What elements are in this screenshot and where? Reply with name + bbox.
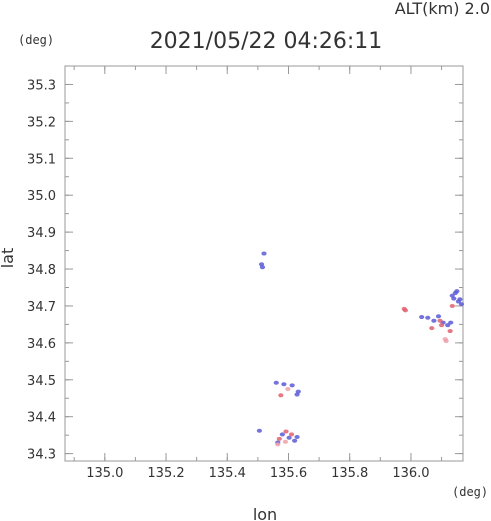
data-point xyxy=(261,251,267,256)
data-point xyxy=(402,308,409,313)
x-tick-label: 136.0 xyxy=(392,466,429,481)
y-axis-label: lat xyxy=(0,248,17,269)
y-tick-label: 35.3 xyxy=(27,78,56,93)
data-point xyxy=(419,315,425,320)
data-point xyxy=(278,393,284,398)
y-tick-label: 34.9 xyxy=(27,226,56,241)
x-tick-label: 135.0 xyxy=(86,466,123,481)
data-point xyxy=(454,289,460,294)
data-point xyxy=(457,297,463,302)
data-point xyxy=(279,432,285,437)
y-tick-label: 35.2 xyxy=(27,115,56,130)
x-tick-label: 135.4 xyxy=(209,466,246,481)
data-point xyxy=(294,435,300,440)
x-tick-label: 135.8 xyxy=(331,466,368,481)
data-point xyxy=(276,436,282,441)
data-point xyxy=(435,314,442,319)
data-point xyxy=(285,387,291,392)
x-axis-ticks: 135.0 135.2 135.4 135.6 135.8 136.0 xyxy=(73,66,443,481)
y-tick-label: 34.8 xyxy=(27,263,56,278)
y-tick-label: 34.4 xyxy=(27,411,56,426)
data-point xyxy=(273,380,279,385)
y-tick-label: 35.1 xyxy=(27,152,56,167)
data-point xyxy=(429,326,435,331)
chart-subtitle: ALT(km) 2.0 xyxy=(395,0,490,18)
data-point xyxy=(458,302,465,307)
data-point xyxy=(295,389,301,394)
data-point xyxy=(282,439,289,444)
x-axis-unit: (deg) xyxy=(452,485,488,499)
plot-frame xyxy=(64,65,464,462)
data-point xyxy=(288,432,295,437)
y-tick-label: 34.5 xyxy=(27,374,56,389)
data-point xyxy=(445,323,451,328)
x-axis-label: lon xyxy=(253,505,277,521)
data-point xyxy=(289,383,295,388)
data-point xyxy=(256,428,263,433)
y-tick-label: 35.0 xyxy=(27,189,56,204)
y-axis-ticks: 34.3 34.4 34.5 34.6 34.7 34.8 34.9 35.0 35.1 35.2… xyxy=(27,65,463,463)
data-point xyxy=(449,303,455,308)
data-point xyxy=(431,318,437,323)
data-point xyxy=(259,265,266,270)
data-point xyxy=(451,296,457,301)
data-points xyxy=(256,251,465,447)
data-point xyxy=(447,329,453,334)
y-tick-label: 34.3 xyxy=(27,448,56,463)
data-point xyxy=(443,339,449,344)
data-point xyxy=(448,320,454,325)
data-point xyxy=(425,315,431,320)
x-tick-label: 135.6 xyxy=(270,466,307,481)
data-point xyxy=(275,442,281,447)
data-point xyxy=(281,382,287,387)
y-tick-label: 34.7 xyxy=(27,300,56,315)
data-point xyxy=(286,435,292,440)
data-point xyxy=(283,429,289,434)
data-point xyxy=(438,323,445,328)
y-tick-label: 34.6 xyxy=(27,337,56,352)
y-axis-unit: (deg) xyxy=(18,33,54,47)
data-point xyxy=(437,318,443,323)
chart-title: 2021/05/22 04:26:11 xyxy=(150,29,383,54)
data-point xyxy=(292,438,298,443)
x-tick-label: 135.2 xyxy=(147,466,184,481)
